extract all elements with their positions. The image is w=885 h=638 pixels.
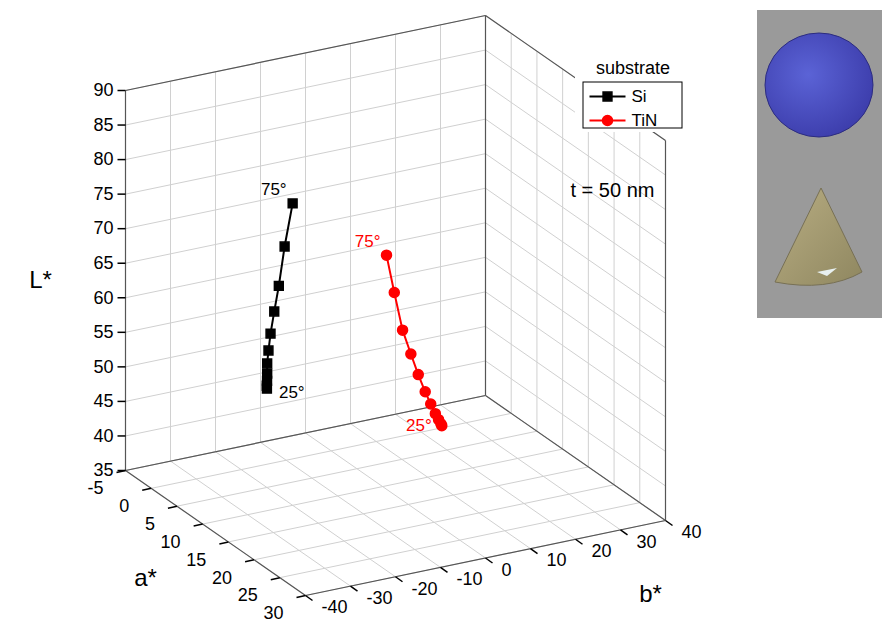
svg-text:80: 80 [93,149,113,169]
svg-text:90: 90 [93,80,113,100]
svg-text:-30: -30 [367,588,393,608]
svg-text:85: 85 [93,115,113,135]
svg-text:40: 40 [682,522,702,542]
svg-text:15: 15 [186,550,206,570]
svg-text:55: 55 [93,322,113,342]
svg-text:a*: a* [134,564,157,591]
svg-text:-5: -5 [87,478,103,498]
svg-text:L*: L* [29,266,52,293]
svg-text:35: 35 [93,460,113,480]
svg-text:t = 50 nm: t = 50 nm [571,179,655,201]
svg-text:0: 0 [119,496,129,516]
svg-text:substrate: substrate [596,58,670,78]
svg-text:25°: 25° [406,416,432,435]
svg-text:25: 25 [238,585,258,605]
svg-text:10: 10 [547,550,567,570]
svg-text:-40: -40 [322,597,348,617]
svg-text:20: 20 [212,568,232,588]
svg-text:5: 5 [145,514,155,534]
svg-text:50: 50 [93,357,113,377]
svg-text:40: 40 [93,426,113,446]
svg-text:-20: -20 [412,579,438,599]
svg-text:30: 30 [637,532,657,552]
svg-text:75°: 75° [261,180,287,199]
svg-text:75: 75 [93,184,113,204]
svg-text:70: 70 [93,218,113,238]
svg-text:10: 10 [161,532,181,552]
svg-text:b*: b* [639,580,662,607]
svg-text:75°: 75° [355,232,381,251]
svg-text:30: 30 [263,603,283,623]
svg-text:Si: Si [632,87,647,106]
svg-text:45: 45 [93,391,113,411]
svg-text:TiN: TiN [632,111,658,130]
svg-text:25°: 25° [279,383,305,402]
svg-text:-10: -10 [457,569,483,589]
svg-text:20: 20 [592,541,612,561]
svg-text:65: 65 [93,253,113,273]
svg-text:60: 60 [93,288,113,308]
svg-text:0: 0 [502,560,512,580]
